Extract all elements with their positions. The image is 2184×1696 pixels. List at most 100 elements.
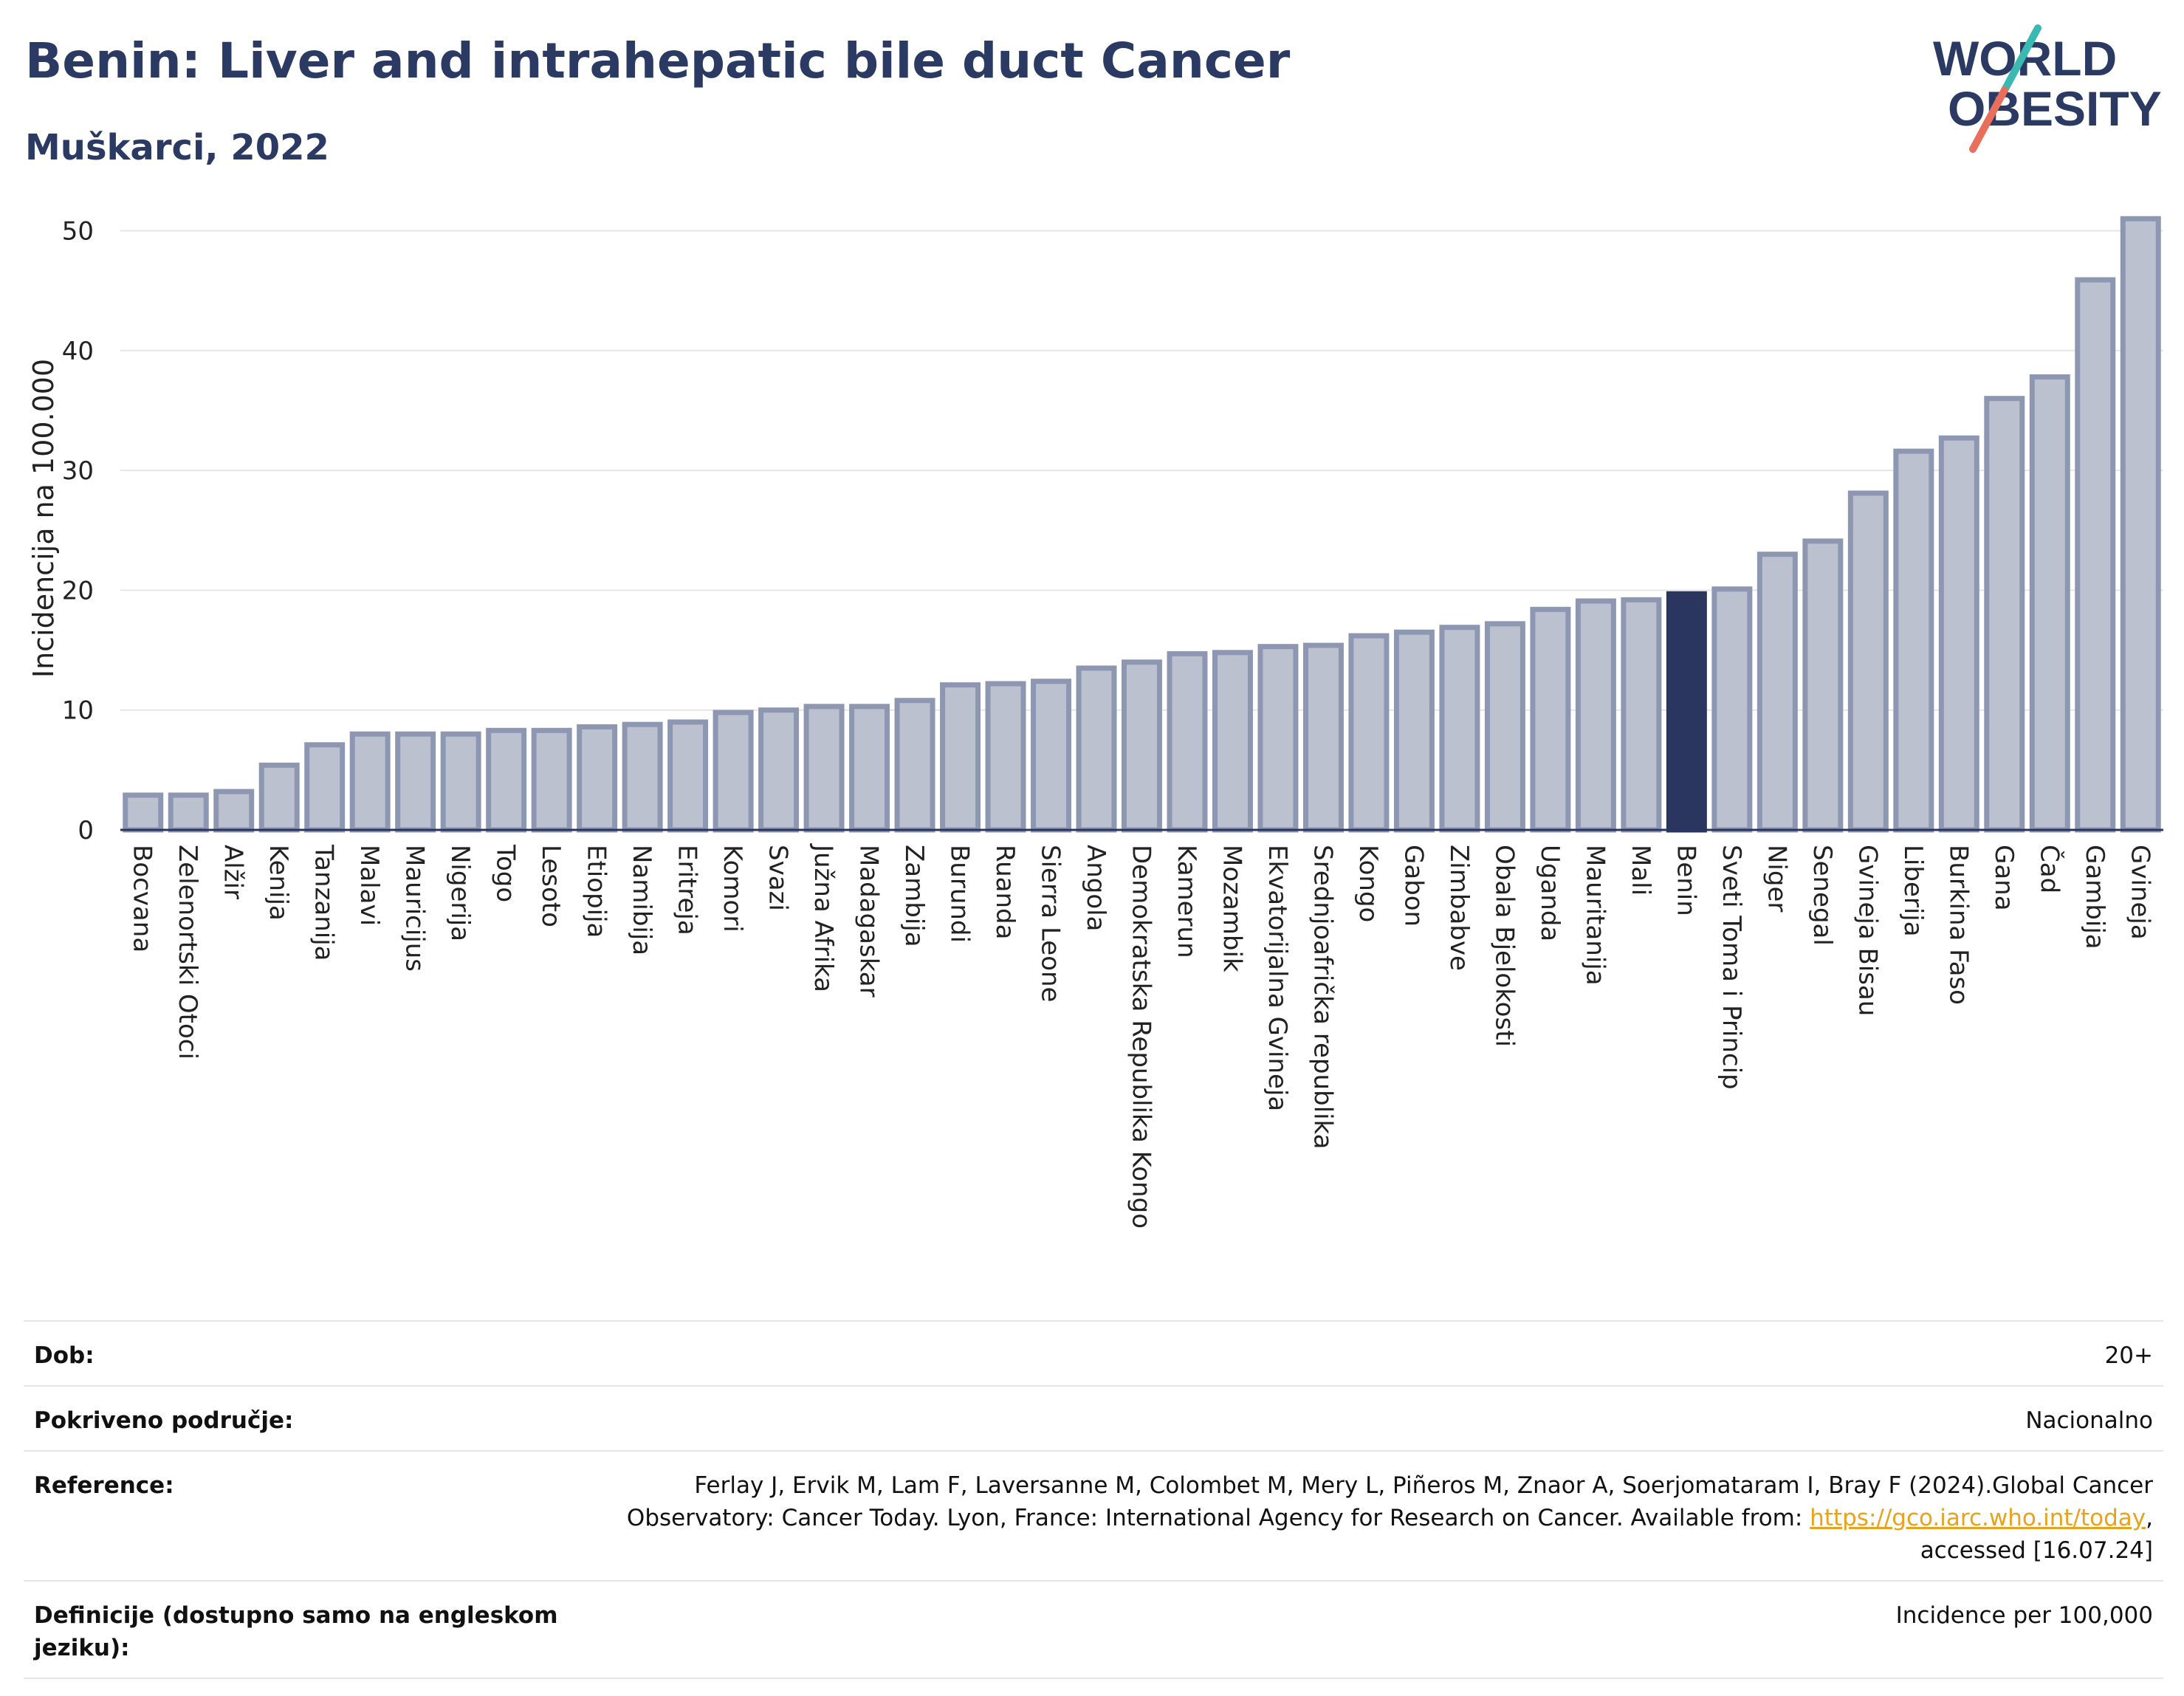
bar-Kongo [1348,633,1390,833]
coverage-label: Pokriveno područje: [34,1407,294,1434]
definitions-value: Incidence per 100,000 [1895,1602,2153,1629]
bar-Mauricijus [395,731,436,833]
x-tick-label: Gabon [1398,845,1428,927]
bar-Kamerun [1167,650,1208,833]
bar-Sveti Toma i Princip [1711,586,1753,833]
x-tick-label: Malavi [354,845,384,926]
bar-Tanzanija [304,742,346,833]
x-tick-label: Kongo [1353,845,1383,922]
x-tick-label: Kamerun [1172,845,1201,958]
info-row-coverage: Pokriveno područje: Nacionalno [24,1385,2163,1450]
x-tick-label: Demokratska Republika Kongo [1127,845,1156,1229]
bar-Benin [1666,591,1707,833]
bar-Nigerija [440,731,481,833]
page-title: Benin: Liver and intrahepatic bile duct … [25,32,1291,89]
x-tick-label: Ekvatorijalna Gvineja [1263,845,1292,1111]
bar-Obala Bjelokosti [1484,621,1525,833]
x-tick-label: Gana [1989,845,2019,911]
bar-Burkina Faso [1938,435,1979,833]
x-tick-label: Burundi [945,845,975,943]
bar-Eritreja [667,719,709,833]
x-tick-label: Zimbabve [1444,845,1474,971]
x-tick-label: Bocvana [128,845,157,952]
bar-Komori [712,710,754,833]
bar-Kenija [258,762,300,833]
x-tick-label: Tanzanija [309,844,339,961]
bar-Čad [2029,374,2070,833]
reference-link[interactable]: https://gco.iarc.who.int/today [1810,1505,2146,1531]
x-tick-label: Alžir [219,845,248,899]
x-tick-label: Lesoto [536,845,566,927]
bar-Gana [1984,396,2025,833]
bar-Srednjoafrička republika [1302,642,1344,833]
coverage-value: Nacionalno [2025,1407,2153,1434]
bar-Alžir [213,789,255,833]
bar-Svazi [758,707,800,833]
bar-Gvineja Bisau [1847,490,1889,833]
age-label: Dob: [34,1342,95,1369]
x-tick-label: Benin [1671,845,1700,916]
age-value: 20+ [2104,1342,2153,1369]
bar-Mozambik [1212,650,1253,833]
y-tick-label: 20 [62,576,94,605]
page-subtitle: Muškarci, 2022 [25,127,329,168]
bar-Burundi [940,682,981,833]
bar-Gvineja [2120,216,2161,833]
x-tick-label: Gvineja [2125,845,2154,940]
bar-Zelenortski Otoci [168,792,209,833]
world-obesity-logo: WORLD OBESITY [1933,24,2162,153]
bar-Mali [1621,597,1662,833]
bar-Bocvana [123,792,164,833]
x-tick-label: Komori [718,845,747,933]
x-tick-label: Niger [1762,845,1791,912]
bar-Lesoto [531,727,572,833]
x-tick-label: Mozambik [1217,845,1246,972]
bar-Angola [1076,665,1117,833]
bar-Demokratska Republika Kongo [1122,659,1162,833]
x-tick-label: Nigerija [445,845,475,941]
x-tick-label: Liberija [1898,845,1928,937]
x-tick-label: Mali [1626,845,1655,896]
reference-suffix: , accessed [16.07.24] [1920,1505,2153,1564]
bar-chart: 0 10 20 30 40 50 Incidencija na 100.000 Bocvana… [27,216,2163,1229]
x-tick-label: Mauricijus [400,845,430,972]
x-tick-label: Sveti Toma i Princip [1717,845,1746,1090]
x-tick-label: Burkina Faso [1943,845,1973,1005]
bar-Mauritanija [1575,598,1616,833]
x-tick-label: Obala Bjelokosti [1489,845,1519,1047]
reference-text: Ferlay J, Ervik M, Lam F, Laversanne M, … [626,1472,2153,1531]
info-row-definitions: Definicije (dostupno samo na engleskom j… [24,1580,2163,1679]
y-tick-label: 40 [62,337,94,366]
bar-Ekvatorijalna Gvineja [1257,644,1299,833]
bar-Namibija [622,721,663,833]
x-tick-label: Eritreja [673,845,702,935]
y-tick-label: 0 [78,816,94,845]
x-tick-label: Angola [1081,845,1110,931]
bar-Sierra Leone [1031,679,1072,833]
y-tick-label: 10 [62,696,94,726]
info-row-age: Dob: 20+ [24,1320,2163,1385]
bar-Malavi [349,731,391,833]
x-tick-label: Gambija [2080,845,2109,950]
bar-Niger [1757,552,1798,833]
x-tick-label: Etiopija [582,845,611,938]
y-tick-label: 30 [62,456,94,486]
bar-Zimbabve [1439,625,1480,833]
bar-Ruanda [985,681,1026,833]
y-tick-label: 50 [62,216,94,246]
bar-Južna Afrika [803,704,845,833]
info-row-reference: Reference: Ferlay J, Ervik M, Lam F, Lav… [24,1450,2163,1580]
x-tick-label: Senegal [1807,845,1837,946]
x-tick-label: Zelenortski Otoci [173,845,202,1060]
bar-Uganda [1530,606,1571,833]
x-tick-label: Svazi [763,845,793,911]
x-tick-label: Sierra Leone [1036,845,1065,1002]
x-tick-label: Uganda [1535,845,1565,941]
x-tick-label: Gvineja Bisau [1852,845,1882,1016]
bar-Zambija [894,698,935,833]
bar-Togo [486,727,527,833]
info-table: Dob: 20+ Pokriveno područje: Nacionalno … [24,1320,2163,1679]
bar-Gambija [2075,277,2116,833]
x-tick-label: Zambija [899,845,929,947]
x-tick-label: Kenija [264,845,293,921]
